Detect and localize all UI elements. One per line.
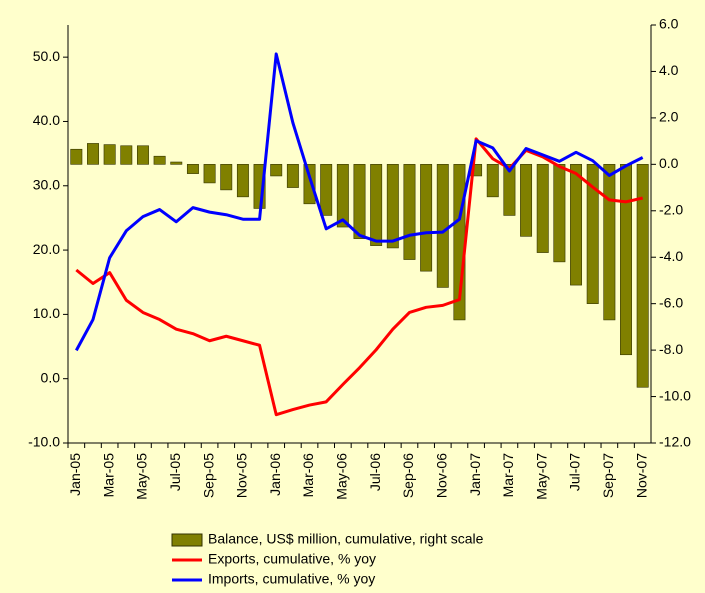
bar [136,145,149,165]
x-tick-label: Nov-07 [633,453,649,498]
legend-swatch [171,533,203,547]
y2-tick-label: -6.0 [659,294,683,310]
bar [303,164,316,205]
x-tick-label: May-06 [334,453,350,500]
y-tick-label: 40.0 [33,112,60,128]
y-tick-label: 20.0 [33,241,60,257]
y2-tick-label: -2.0 [659,201,683,217]
bar [403,164,416,260]
y2-tick-label: -12.0 [659,434,691,450]
x-tick-label: May-07 [533,453,549,500]
x-tick-label: Sep-06 [400,453,416,498]
y-tick-label: 0.0 [41,369,61,385]
y2-tick-label: 6.0 [659,16,679,32]
bar [87,143,99,165]
x-tick-label: May-05 [134,453,150,500]
legend-label: Exports, cumulative, % yoy [208,551,376,567]
bar [353,164,366,239]
bar [153,155,166,165]
y2-tick-label: -10.0 [659,387,691,403]
x-tick-label: Jan-06 [267,453,283,496]
bar [220,164,233,191]
bar [336,164,349,228]
bar [436,164,449,288]
x-tick-label: Jan-07 [467,453,483,496]
bar [370,164,383,246]
x-tick-label: Jul-06 [367,453,383,491]
x-tick-label: Jul-07 [567,453,583,491]
bar [320,164,333,216]
bar [203,164,216,184]
x-tick-label: Mar-05 [100,453,116,498]
x-tick-label: Jan-05 [67,453,83,496]
bar [186,164,199,174]
bar [536,164,549,253]
line [75,52,644,352]
bar [286,164,299,188]
bar [170,161,183,165]
x-tick-label: Sep-05 [200,453,216,498]
legend-label: Imports, cumulative, % yoy [208,571,375,587]
bar [420,164,433,272]
bar [120,145,133,165]
bar [620,164,632,356]
y-tick-label: 50.0 [33,48,60,64]
x-tick-label: Mar-06 [300,453,316,498]
bar [503,164,516,216]
bar [603,164,616,321]
bar [236,164,249,198]
x-tick-label: Nov-06 [433,453,449,498]
bar [570,164,583,286]
bar [586,164,599,304]
bar [520,164,533,237]
y2-tick-label: -8.0 [659,341,683,357]
legend-label: Balance, US$ million, cumulative, right … [208,531,484,547]
y2-tick-label: -4.0 [659,248,683,264]
bar [636,164,649,388]
bar [70,148,83,165]
x-tick-label: Jul-05 [167,453,183,491]
y-tick-label: -10.0 [28,434,60,450]
y2-tick-label: 4.0 [659,62,679,78]
x-tick-label: Mar-07 [500,453,516,498]
bar [103,144,116,165]
line [75,137,644,417]
x-tick-label: Sep-07 [600,453,616,498]
bar [386,164,399,249]
y2-tick-label: 0.0 [659,155,679,171]
y-tick-label: 10.0 [33,305,60,321]
y-tick-label: 30.0 [33,176,60,192]
bar [270,164,283,177]
bar [553,164,566,263]
bar [486,164,499,198]
x-tick-label: Nov-05 [234,453,250,498]
y2-tick-label: 2.0 [659,109,679,125]
